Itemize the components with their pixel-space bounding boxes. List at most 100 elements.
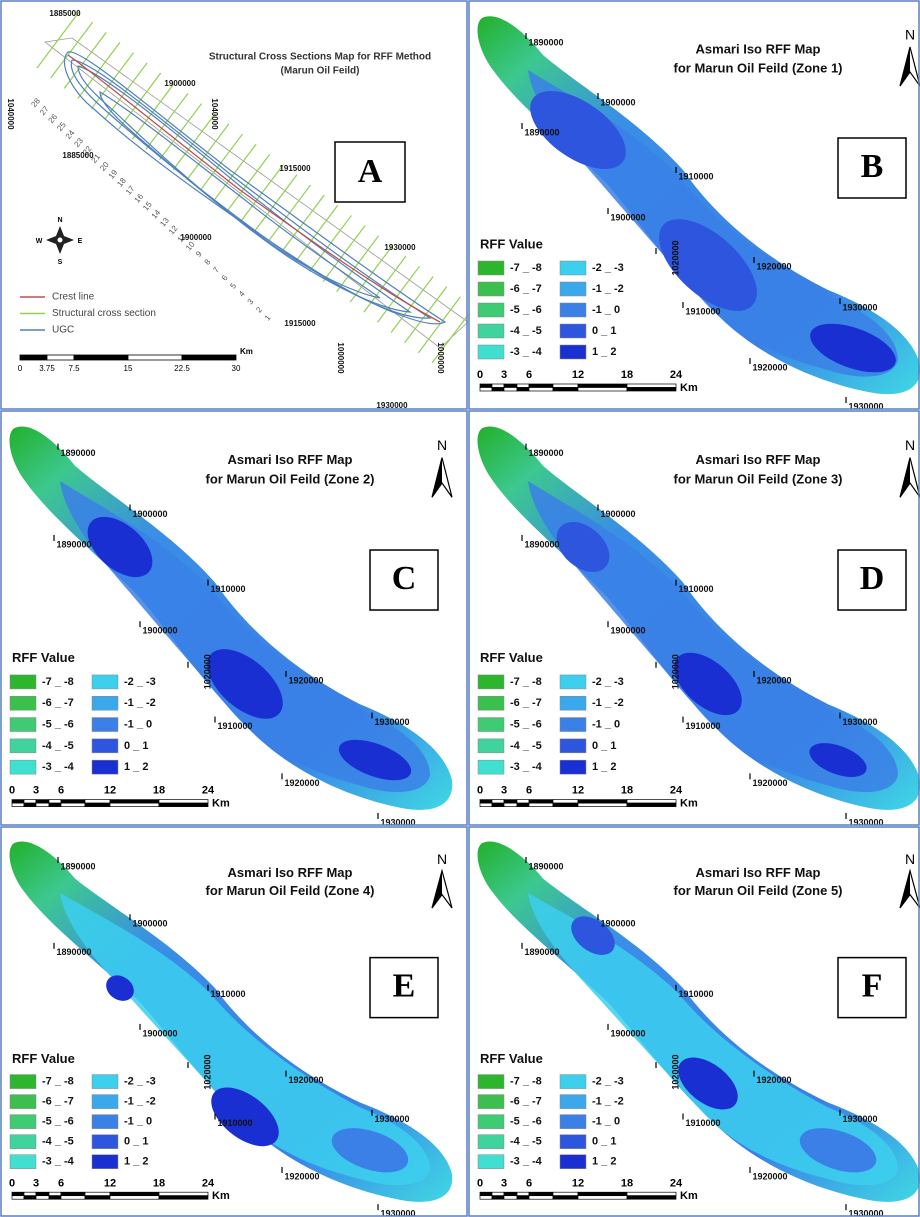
coordinate-label: 1890000 [524, 947, 559, 957]
legend-swatch [9, 1134, 37, 1149]
scale-segment [158, 802, 209, 807]
scale-segment [48, 802, 62, 807]
coordinate-label: 1020000 [670, 654, 680, 689]
legend-swatch [559, 260, 587, 276]
scale-segment [491, 799, 505, 804]
scale-segment [577, 1191, 628, 1197]
cross-section [131, 82, 175, 140]
coordinate-label: 1890000 [60, 861, 95, 871]
legend-swatch [9, 1094, 37, 1109]
scale-label: 3 [501, 369, 507, 381]
north-label: N [905, 27, 915, 43]
scale-label: 0 [18, 364, 23, 373]
legend-swatch [477, 1114, 505, 1129]
scale-segment [109, 1195, 160, 1200]
scale-segment [60, 799, 86, 804]
legend-title: RFF Value [480, 650, 543, 665]
coordinate-label: 1920000 [752, 778, 787, 788]
map-title: Asmari Iso RFF Map [696, 41, 821, 56]
scale-segment [23, 1191, 37, 1197]
scale-label: 24 [670, 369, 683, 381]
letter-box [837, 956, 907, 1019]
section-number: 4 [237, 289, 247, 299]
rff-field [9, 426, 453, 810]
scale-label: 22.5 [174, 364, 190, 373]
coordinate-label: 1915000 [284, 319, 316, 328]
scale-label: 3 [33, 1178, 39, 1190]
coordinate-label: 1900000 [610, 626, 645, 636]
legend-label: 0 _ 1 [592, 740, 616, 752]
scale-segment [503, 799, 518, 804]
legend-swatch [9, 717, 37, 732]
legend-swatch [91, 759, 119, 775]
legend-swatch [477, 1154, 505, 1169]
scale-segment [84, 799, 111, 804]
cross-section [322, 225, 366, 282]
coordinate-label: 1910000 [678, 989, 713, 999]
scale-label: 6 [526, 1178, 532, 1190]
coordinate-label: 1930000 [376, 401, 408, 410]
scale-label: 0 [477, 369, 483, 381]
scale-segment [516, 387, 530, 392]
scale-segment [528, 1191, 554, 1197]
scale-segment [552, 1191, 579, 1197]
scale-label: 0 [477, 1178, 483, 1190]
panel-border [468, 410, 920, 826]
panel-letter: F [862, 967, 883, 1004]
legend-label: UGC [52, 325, 74, 336]
scale-label: 6 [58, 1178, 64, 1190]
rff-high-zone [331, 1128, 409, 1173]
rff-high-zone [211, 1087, 279, 1147]
legend-swatch [559, 1154, 587, 1169]
legend-label: -4 _ -5 [510, 740, 542, 752]
map-subtitle: for Marun Oil Feild (Zone 4) [206, 883, 375, 898]
scale-segment [516, 1195, 530, 1200]
legend-label: -1 _ -2 [592, 697, 624, 709]
cross-section [91, 52, 134, 110]
scale-segment [503, 1195, 518, 1200]
scale-segment [73, 354, 129, 361]
legend-label: Crest line [52, 292, 95, 303]
section-number: 2 [254, 305, 264, 315]
legend-label: -1 _ 0 [592, 718, 620, 730]
legend-label: -3 _ -4 [510, 346, 543, 358]
scale-segment [479, 1191, 493, 1197]
scale-segment [491, 387, 505, 392]
scale-segment [626, 383, 677, 388]
cross-section [118, 72, 162, 130]
legend-label: -7 _ -8 [510, 1075, 542, 1087]
scale-segment [19, 354, 48, 361]
scale-segment [23, 1195, 37, 1200]
coordinate-label: 1930000 [374, 1114, 409, 1124]
coordinate-label: 1920000 [756, 1075, 791, 1085]
panel-letter: E [393, 967, 416, 1004]
coordinate-label: 1020000 [670, 1055, 680, 1090]
legend-label: -5 _ -6 [42, 1116, 74, 1128]
coordinate-label: 1915000 [279, 164, 311, 173]
legend-label: -3 _ -4 [42, 1156, 75, 1168]
field-core [528, 892, 898, 1186]
legend-swatch [91, 1134, 119, 1149]
scale-segment [23, 799, 37, 804]
legend-label: -1 _ -2 [592, 283, 624, 295]
compass-label: N [57, 217, 62, 224]
coordinate-label: 1900000 [610, 1028, 645, 1038]
scale-label: 12 [104, 1178, 116, 1190]
legend-swatch [91, 1094, 119, 1109]
scale-unit: Km [680, 1190, 698, 1202]
scale-segment [503, 1191, 518, 1197]
legend-label: Structural cross section [52, 308, 156, 319]
legend-swatch [559, 1074, 587, 1089]
section-number: 9 [194, 249, 204, 259]
cross-section [349, 245, 393, 303]
field-core [528, 481, 898, 793]
scale-label: 0 [477, 784, 483, 796]
legend-swatch [559, 344, 587, 360]
scale-segment [479, 799, 493, 804]
compass-label: W [36, 238, 43, 245]
scale-segment [158, 1191, 209, 1197]
scale-segment [516, 802, 530, 807]
scale-segment [48, 1191, 62, 1197]
scale-segment [491, 1191, 505, 1197]
